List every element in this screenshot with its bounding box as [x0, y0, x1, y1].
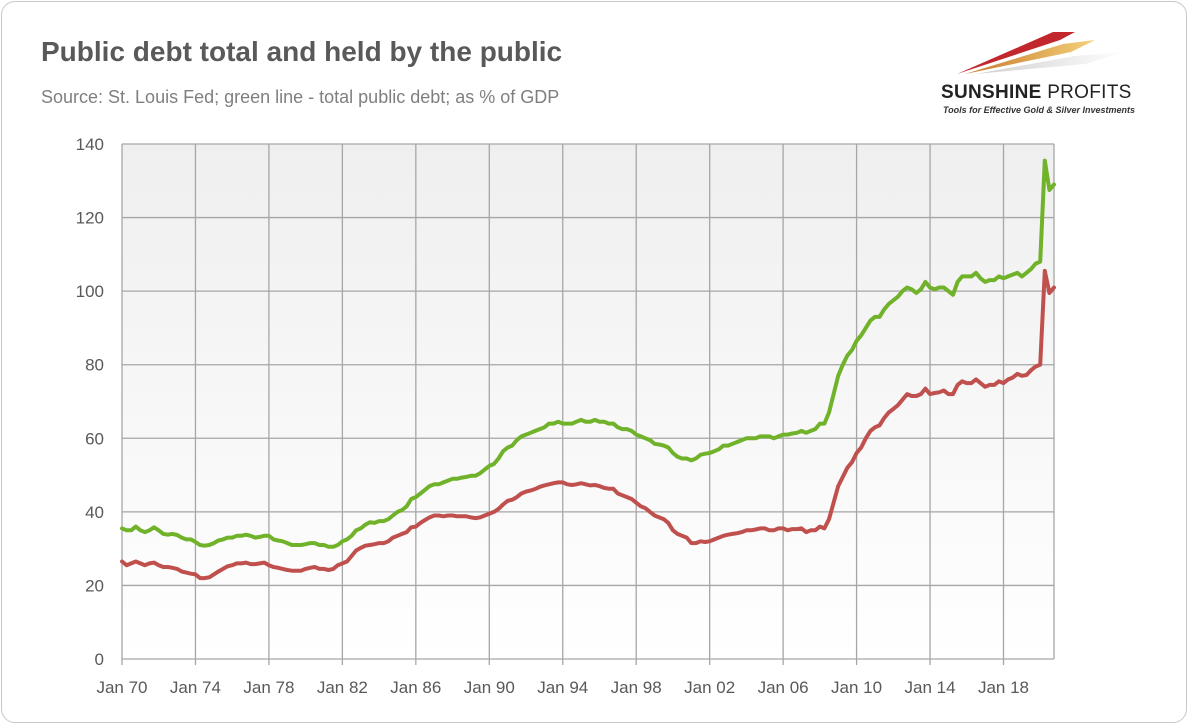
y-tick-label: 80: [85, 356, 104, 375]
x-tick-label: Jan 90: [464, 678, 515, 697]
chart-title: Public debt total and held by the public: [41, 36, 563, 67]
x-tick-label: Jan 18: [978, 678, 1029, 697]
x-tick-label: Jan 14: [905, 678, 956, 697]
series-line-public: [120, 268, 1056, 581]
logo-name-bold: SUNSHINE: [941, 82, 1042, 103]
logo-swoosh-icon: [957, 32, 1125, 74]
y-tick-label: 120: [76, 209, 104, 228]
plot-area: [122, 144, 1054, 659]
x-tick-label: Jan 06: [758, 678, 809, 697]
series-lines: [120, 158, 1056, 581]
x-tick-label: Jan 82: [317, 678, 368, 697]
y-tick-label: 0: [95, 650, 104, 669]
x-tick-label: Jan 78: [243, 678, 294, 697]
logo-name-light: PROFITS: [1047, 82, 1132, 103]
y-tick-label: 60: [85, 429, 104, 448]
y-tick-label: 100: [76, 282, 104, 301]
x-tick-label: Jan 10: [831, 678, 882, 697]
y-tick-label: 40: [85, 503, 104, 522]
y-tick-label: 140: [76, 135, 104, 154]
chart-subtitle: Source: St. Louis Fed; green line - tota…: [41, 87, 560, 107]
x-tick-label: Jan 94: [537, 678, 588, 697]
x-tick-label: Jan 02: [684, 678, 735, 697]
grid-lines: [121, 143, 1055, 660]
x-tick-label: Jan 70: [96, 678, 147, 697]
x-tick-label: Jan 86: [390, 678, 441, 697]
y-tick-label: 20: [85, 576, 104, 595]
x-axis: Jan 70 Jan 74 Jan 78 Jan 82 Jan 86 Jan 90 Jan …: [96, 659, 1029, 697]
y-axis: 0 20 40 60 80 100 120 140: [76, 135, 104, 669]
sunshine-profits-logo: SUNSHINE PROFITS Tools for Effective Gol…: [935, 22, 1170, 122]
series-line-total: [120, 158, 1056, 549]
x-tick-label: Jan 74: [170, 678, 221, 697]
logo-name: SUNSHINE PROFITS: [941, 82, 1132, 104]
x-tick-label: Jan 98: [611, 678, 662, 697]
logo-tagline: Tools for Effective Gold & Silver Invest…: [943, 105, 1136, 115]
